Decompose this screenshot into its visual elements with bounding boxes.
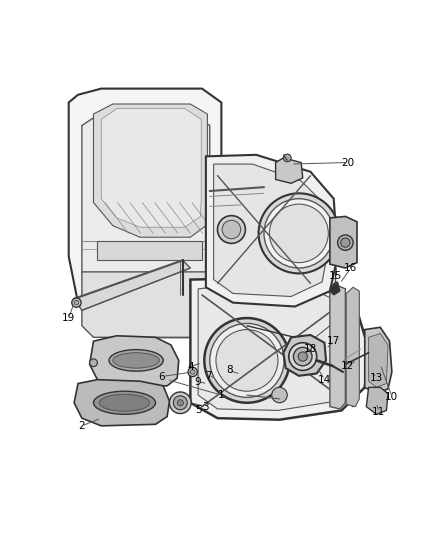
Circle shape bbox=[289, 343, 317, 370]
Circle shape bbox=[269, 204, 328, 263]
Polygon shape bbox=[369, 334, 388, 387]
Circle shape bbox=[222, 220, 241, 239]
Polygon shape bbox=[365, 327, 392, 393]
Polygon shape bbox=[101, 109, 201, 227]
Text: 6: 6 bbox=[159, 372, 165, 382]
Circle shape bbox=[170, 392, 191, 414]
Circle shape bbox=[188, 367, 198, 377]
Circle shape bbox=[74, 301, 79, 305]
Polygon shape bbox=[276, 158, 303, 183]
Circle shape bbox=[293, 348, 312, 366]
Text: 8: 8 bbox=[226, 366, 233, 375]
Circle shape bbox=[341, 238, 350, 247]
Polygon shape bbox=[97, 241, 202, 260]
Circle shape bbox=[298, 352, 307, 361]
Circle shape bbox=[264, 199, 334, 268]
Circle shape bbox=[173, 396, 187, 410]
Polygon shape bbox=[330, 216, 357, 268]
Text: 4: 4 bbox=[187, 361, 194, 372]
Text: 19: 19 bbox=[62, 313, 75, 323]
Text: 9: 9 bbox=[195, 377, 201, 387]
Circle shape bbox=[72, 298, 81, 308]
Text: 20: 20 bbox=[341, 158, 354, 167]
Text: 13: 13 bbox=[370, 373, 383, 383]
Text: 2: 2 bbox=[78, 421, 85, 431]
Circle shape bbox=[300, 338, 321, 360]
Circle shape bbox=[218, 216, 245, 244]
Polygon shape bbox=[346, 287, 359, 407]
Polygon shape bbox=[90, 336, 179, 387]
Circle shape bbox=[258, 193, 339, 273]
Circle shape bbox=[210, 324, 284, 398]
Text: 14: 14 bbox=[318, 375, 331, 385]
Polygon shape bbox=[366, 387, 388, 414]
Text: 1: 1 bbox=[218, 390, 225, 400]
Ellipse shape bbox=[93, 391, 155, 414]
Polygon shape bbox=[82, 110, 210, 318]
Text: 7: 7 bbox=[205, 371, 212, 381]
Text: 10: 10 bbox=[385, 392, 399, 401]
Polygon shape bbox=[191, 278, 369, 419]
Ellipse shape bbox=[99, 394, 150, 411]
Polygon shape bbox=[82, 272, 218, 337]
Circle shape bbox=[177, 400, 184, 406]
Polygon shape bbox=[283, 335, 326, 376]
Polygon shape bbox=[206, 155, 338, 306]
Polygon shape bbox=[198, 282, 359, 410]
Circle shape bbox=[204, 318, 290, 403]
Text: 12: 12 bbox=[341, 361, 354, 371]
Circle shape bbox=[272, 387, 287, 403]
Polygon shape bbox=[93, 104, 208, 237]
Text: 17: 17 bbox=[327, 336, 340, 346]
Text: 16: 16 bbox=[344, 263, 357, 273]
Text: 11: 11 bbox=[372, 407, 385, 417]
Ellipse shape bbox=[113, 353, 159, 368]
Ellipse shape bbox=[109, 350, 163, 371]
Polygon shape bbox=[214, 164, 328, 296]
Text: 3: 3 bbox=[202, 401, 209, 411]
Circle shape bbox=[304, 343, 317, 355]
Circle shape bbox=[191, 370, 195, 374]
Circle shape bbox=[216, 329, 278, 391]
Polygon shape bbox=[330, 286, 346, 409]
Circle shape bbox=[338, 235, 353, 251]
Circle shape bbox=[283, 154, 291, 161]
Polygon shape bbox=[330, 282, 340, 295]
Polygon shape bbox=[74, 379, 170, 426]
Text: 15: 15 bbox=[328, 271, 342, 281]
Text: 18: 18 bbox=[304, 344, 317, 354]
Circle shape bbox=[90, 359, 97, 367]
Polygon shape bbox=[74, 260, 191, 310]
Polygon shape bbox=[69, 88, 221, 337]
Text: 5: 5 bbox=[195, 406, 201, 415]
